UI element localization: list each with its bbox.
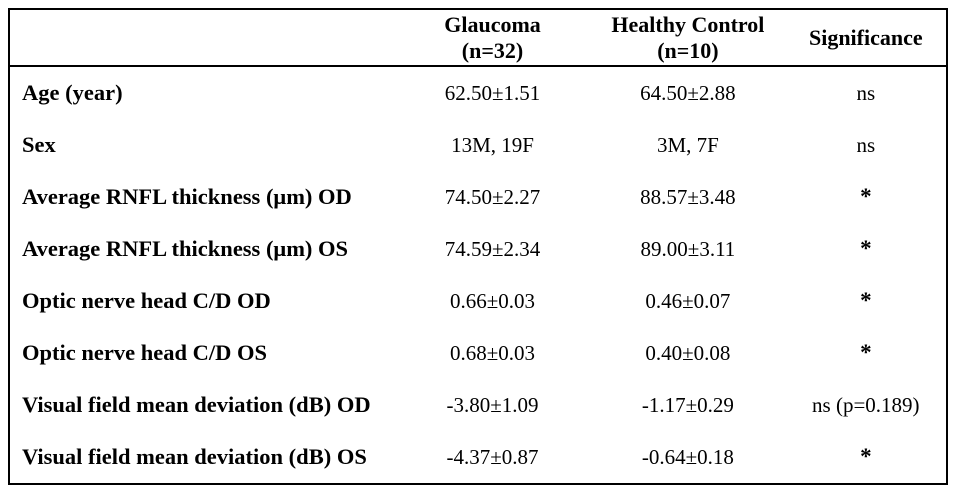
significance-value: * <box>860 340 872 365</box>
table-row: Sex 13M, 19F 3M, 7F ns <box>9 119 947 171</box>
header-healthy-control-n: (n=10) <box>657 37 719 63</box>
table-row: Age (year) 62.50±1.51 64.50±2.88 ns <box>9 66 947 119</box>
significance-value: * <box>860 184 872 209</box>
control-value: 89.00±3.11 <box>640 236 736 261</box>
glaucoma-value: 74.50±2.27 <box>444 184 541 209</box>
table-row: Optic nerve head C/D OD 0.66±0.03 0.46±0… <box>9 275 947 327</box>
header-glaucoma: Glaucoma (n=32) <box>394 9 591 67</box>
header-healthy-control-label: Healthy Control <box>611 11 765 37</box>
row-label: Average RNFL thickness (μm) OS <box>22 236 349 261</box>
control-value: 88.57±3.48 <box>640 184 736 209</box>
row-label: Optic nerve head C/D OD <box>22 288 271 313</box>
header-glaucoma-n: (n=32) <box>461 37 524 63</box>
table-row: Average RNFL thickness (μm) OD 74.50±2.2… <box>9 171 947 223</box>
glaucoma-value: 62.50±1.51 <box>444 80 541 105</box>
table-header: Glaucoma (n=32) Healthy Control (n=10) S… <box>9 9 947 67</box>
row-label: Sex <box>22 132 56 157</box>
table-row: Visual field mean deviation (dB) OD -3.8… <box>9 379 947 431</box>
table-row: Visual field mean deviation (dB) OS -4.3… <box>9 431 947 484</box>
table-row: Optic nerve head C/D OS 0.68±0.03 0.40±0… <box>9 327 947 379</box>
row-label: Optic nerve head C/D OS <box>22 340 267 365</box>
row-label: Visual field mean deviation (dB) OS <box>22 444 367 469</box>
significance-value: ns <box>856 132 876 157</box>
control-value: -1.17±0.29 <box>641 392 734 417</box>
control-value: 0.40±0.08 <box>645 340 731 365</box>
control-value: -0.64±0.18 <box>641 444 734 469</box>
row-label: Age (year) <box>22 80 123 105</box>
header-significance-label: Significance <box>808 24 923 50</box>
glaucoma-value: 13M, 19F <box>451 132 534 157</box>
glaucoma-value: 74.59±2.34 <box>444 236 541 261</box>
table-body: Age (year) 62.50±1.51 64.50±2.88 ns Sex … <box>9 66 947 484</box>
comparison-table: Glaucoma (n=32) Healthy Control (n=10) S… <box>8 8 948 485</box>
header-row: Glaucoma (n=32) Healthy Control (n=10) S… <box>9 9 947 67</box>
glaucoma-value: -4.37±0.87 <box>446 444 539 469</box>
significance-value: * <box>860 236 872 261</box>
header-empty <box>9 9 395 67</box>
glaucoma-value: 0.66±0.03 <box>450 288 536 313</box>
row-label: Visual field mean deviation (dB) OD <box>22 392 371 417</box>
significance-value: * <box>860 444 872 469</box>
header-glaucoma-label: Glaucoma <box>444 11 541 37</box>
header-significance: Significance <box>785 9 947 67</box>
control-value: 3M, 7F <box>656 132 719 157</box>
control-value: 64.50±2.88 <box>640 80 736 105</box>
header-healthy-control: Healthy Control (n=10) <box>590 9 786 67</box>
glaucoma-value: 0.68±0.03 <box>450 340 536 365</box>
significance-value: * <box>860 288 872 313</box>
control-value: 0.46±0.07 <box>645 288 731 313</box>
row-label: Average RNFL thickness (μm) OD <box>22 184 352 209</box>
significance-value: ns (p=0.189) <box>812 392 920 417</box>
table-row: Average RNFL thickness (μm) OS 74.59±2.3… <box>9 223 947 275</box>
significance-value: ns <box>856 80 876 105</box>
glaucoma-value: -3.80±1.09 <box>446 392 539 417</box>
